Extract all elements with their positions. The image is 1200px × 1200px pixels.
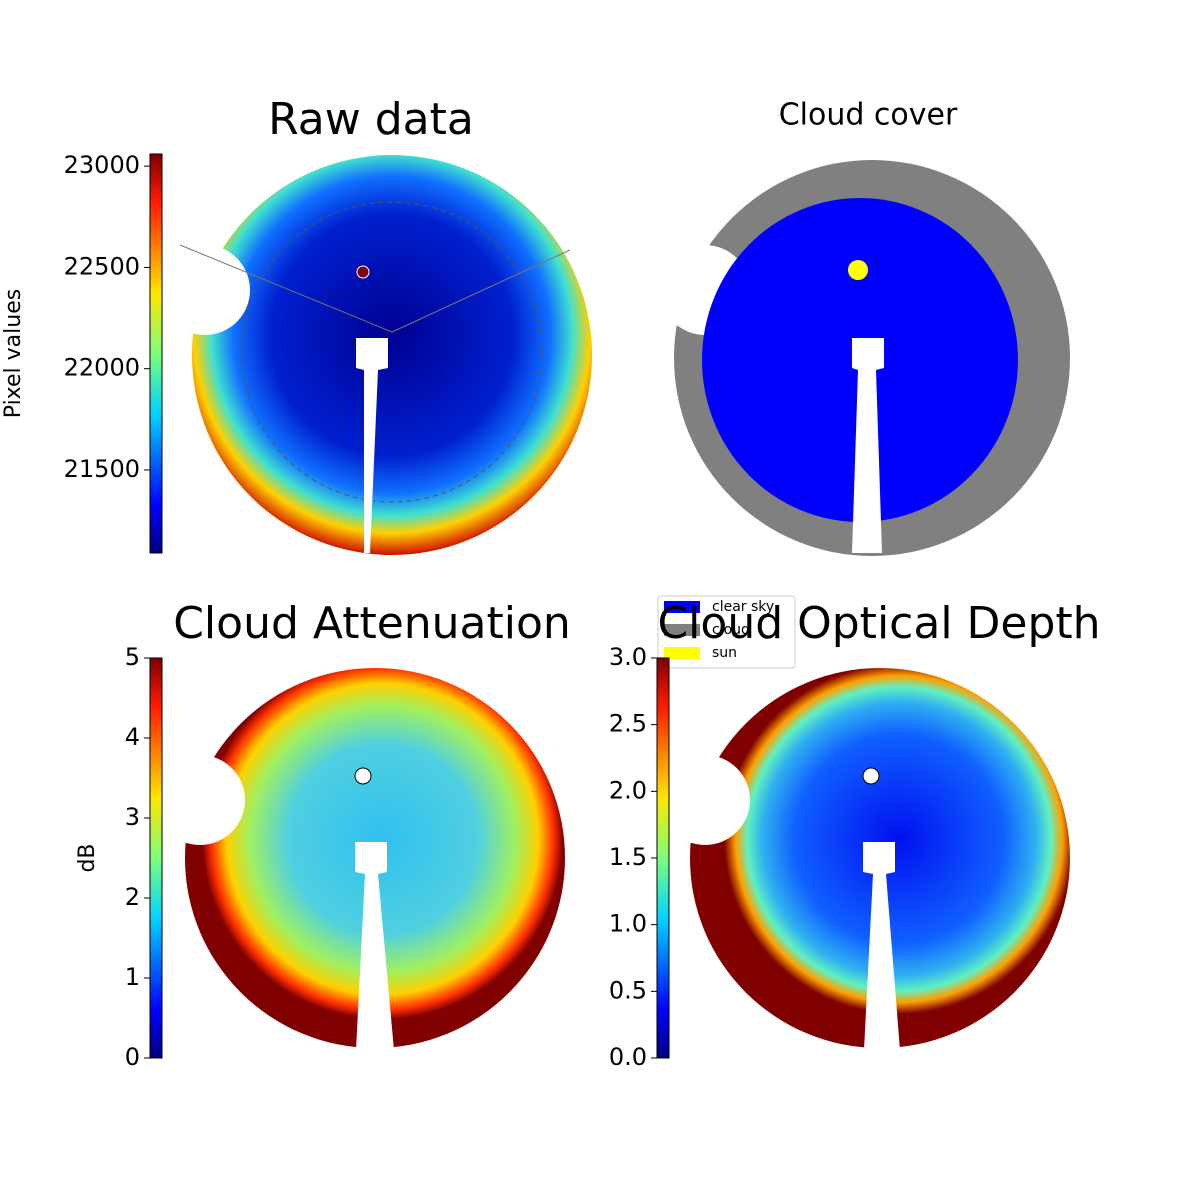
tick-label: 2.0 xyxy=(609,776,647,804)
tick-label: 22500 xyxy=(64,252,140,280)
tick-label: 22000 xyxy=(64,354,140,382)
tick-label: 5 xyxy=(125,643,140,671)
panel-title: Cloud Attenuation xyxy=(173,598,571,649)
attenuation-image xyxy=(155,668,565,1050)
colorbar xyxy=(149,153,163,554)
legend-swatch xyxy=(664,647,700,659)
tick-label: 3.0 xyxy=(609,643,647,671)
colorbar-label: Pixel values xyxy=(1,289,26,418)
legend-swatch xyxy=(664,601,700,613)
cloud-cover-image xyxy=(660,160,1070,556)
legend-label: clear sky xyxy=(712,599,774,615)
colorbar xyxy=(656,657,670,1059)
tick-label: 4 xyxy=(125,723,140,751)
optical-depth-image xyxy=(660,668,1070,1050)
tick-label: 2.5 xyxy=(609,710,647,738)
panel-title: Raw data xyxy=(268,94,474,145)
tick-label: 1.0 xyxy=(609,910,647,938)
colorbar xyxy=(149,657,163,1059)
tick-label: 1.5 xyxy=(609,843,647,871)
tick-label: 23000 xyxy=(64,151,140,179)
colorbar-label: dB xyxy=(75,843,100,872)
panel-title: Cloud Optical Depth xyxy=(657,598,1100,649)
panel-title: Cloud cover xyxy=(779,98,958,133)
legend-label: sun xyxy=(712,645,737,661)
tick-label: 0.5 xyxy=(609,976,647,1004)
raw-image xyxy=(160,155,592,555)
tick-label: 1 xyxy=(125,963,140,991)
tick-label: 2 xyxy=(125,883,140,911)
tick-label: 0 xyxy=(125,1043,140,1071)
legend-swatch xyxy=(664,624,700,636)
tick-label: 3 xyxy=(125,803,140,831)
legend-label: cloud xyxy=(712,622,750,638)
tick-label: 21500 xyxy=(64,455,140,483)
tick-label: 0.0 xyxy=(609,1043,647,1071)
